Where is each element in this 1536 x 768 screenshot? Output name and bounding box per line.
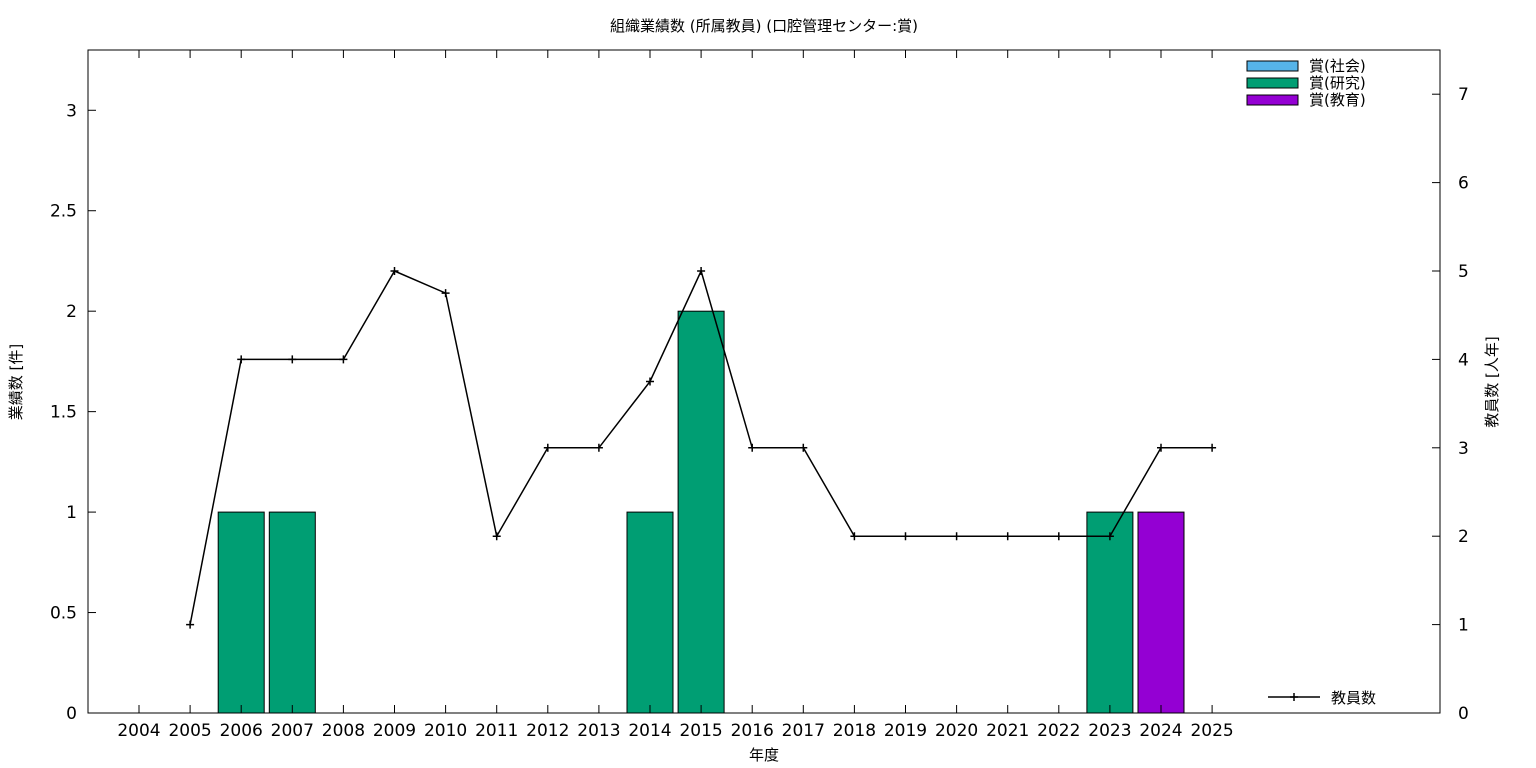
x-tick-label-2024: 2024 (1139, 721, 1182, 741)
x-tick-label-2025: 2025 (1190, 721, 1233, 741)
x-tick-label-2021: 2021 (986, 721, 1029, 741)
y2-tick-label-7: 7 (1458, 85, 1469, 105)
legend-label-1: 賞(研究) (1309, 74, 1366, 92)
x-tick-label-2016: 2016 (731, 721, 774, 741)
bar-2024-series-2 (1137, 511, 1185, 714)
faculty-point-2009 (390, 267, 399, 275)
faculty-point-2024 (1157, 443, 1165, 452)
x-tick-label-2023: 2023 (1088, 721, 1131, 741)
faculty-point-2016 (748, 443, 757, 452)
legend-line-marker (1290, 693, 1298, 701)
legend-label-0: 賞(社会) (1309, 57, 1366, 75)
y2-tick-label-0: 0 (1458, 704, 1469, 724)
bar-2015-series-1 (677, 310, 725, 714)
plot-frame (87, 49, 1441, 714)
legend: 賞(社会)賞(研究)賞(教育) 教員数 (1246, 57, 1376, 707)
x-tick-label-2014: 2014 (628, 721, 671, 741)
faculty-point-2008 (339, 355, 348, 364)
x-tick-label-2007: 2007 (271, 721, 314, 741)
faculty-point-2007 (288, 355, 297, 364)
y-tick-label-2.5: 2.5 (50, 202, 77, 222)
faculty-line-layer (186, 267, 1217, 629)
legend-swatch-2 (1246, 94, 1299, 106)
bar-2014-series-1 (626, 511, 674, 714)
faculty-point-2013 (594, 443, 603, 452)
faculty-point-2006 (237, 355, 246, 364)
x-tick-label-2018: 2018 (833, 721, 876, 741)
x-tick-label-2006: 2006 (220, 721, 263, 741)
y2-tick-label-6: 6 (1458, 174, 1469, 194)
x-tick-label-2010: 2010 (424, 721, 467, 741)
legend-label-line: 教員数 (1331, 689, 1376, 707)
x-tick-label-2020: 2020 (935, 721, 978, 741)
legend-swatch-1 (1246, 77, 1299, 89)
faculty-point-2012 (543, 443, 552, 452)
x-tick-label-2011: 2011 (475, 721, 518, 741)
y-tick-label-0.5: 0.5 (50, 604, 77, 624)
y2-tick-label-4: 4 (1458, 350, 1469, 370)
y2-tick-label-2: 2 (1458, 527, 1469, 547)
faculty-point-2011 (492, 532, 501, 541)
faculty-point-2022 (1054, 532, 1063, 541)
x-tick-label-2022: 2022 (1037, 721, 1080, 741)
faculty-point-2023 (1105, 532, 1114, 541)
x-tick-label-2013: 2013 (577, 721, 620, 741)
y2-tick-label-1: 1 (1458, 616, 1469, 636)
y2-axis-title: 教員数 [人年] (1483, 336, 1501, 427)
y-tick-label-1: 1 (66, 503, 77, 523)
y-tick-label-3: 3 (66, 101, 77, 121)
faculty-point-2018 (850, 532, 859, 541)
bar-2023-series-1 (1086, 511, 1134, 714)
y-tick-label-2: 2 (66, 302, 77, 322)
y-axis-title: 業績数 [件] (7, 344, 25, 420)
x-tick-label-2005: 2005 (168, 721, 211, 741)
faculty-point-2017 (799, 443, 808, 452)
legend-label-2: 賞(教育) (1309, 91, 1366, 109)
bar-2007-series-1 (268, 511, 316, 714)
faculty-point-2015 (697, 267, 706, 275)
faculty-point-2021 (1003, 532, 1012, 541)
x-tick-label-2004: 2004 (117, 721, 160, 741)
y2-tick-label-5: 5 (1458, 262, 1469, 282)
y2-tick-label-3: 3 (1458, 439, 1469, 459)
x-tick-label-2008: 2008 (322, 721, 365, 741)
faculty-point-2019 (901, 532, 910, 541)
y-tick-label-1.5: 1.5 (50, 403, 77, 423)
x-tick-label-2009: 2009 (373, 721, 416, 741)
faculty-point-2005 (186, 620, 195, 629)
x-tick-label-2015: 2015 (679, 721, 722, 741)
bar-2006-series-1 (217, 511, 265, 714)
faculty-point-2025 (1208, 443, 1217, 452)
faculty-point-2010 (441, 289, 450, 298)
x-tick-label-2019: 2019 (884, 721, 927, 741)
x-axis-title: 年度 (749, 746, 779, 764)
bars-layer (217, 310, 1185, 714)
chart-title: 組織業績数 (所属教員) (口腔管理センター:賞) (610, 17, 918, 35)
faculty-point-2020 (952, 532, 961, 541)
faculty-point-2014 (646, 377, 654, 386)
legend-swatch-0 (1246, 60, 1299, 72)
x-tick-label-2017: 2017 (782, 721, 825, 741)
y-tick-label-0: 0 (66, 704, 77, 724)
ticks-layer: 0 0.5 1 1.5 2 2.5 3 0 1 2 3 4 5 6 7 2004 2005 2006 2007 200… (50, 50, 1469, 741)
x-tick-label-2012: 2012 (526, 721, 569, 741)
